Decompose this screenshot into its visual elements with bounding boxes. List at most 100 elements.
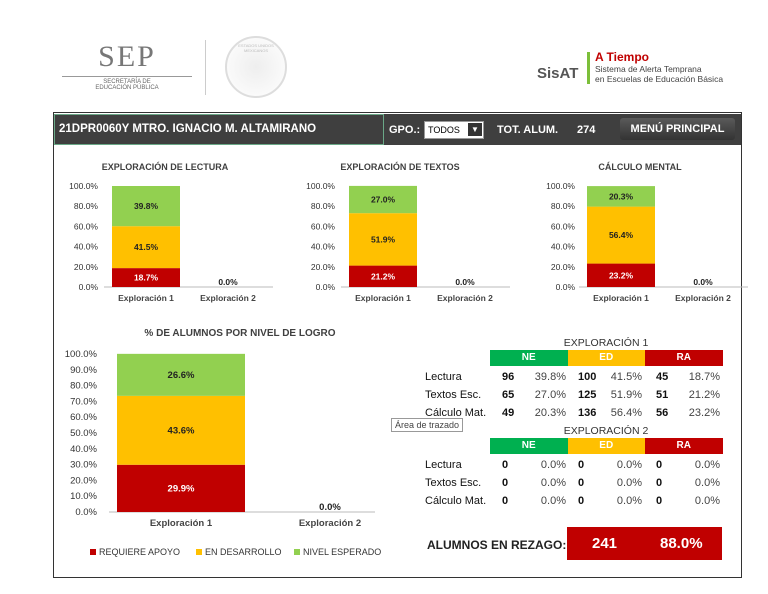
- bar-segment-ed[interactable]: [349, 213, 417, 266]
- data-label: 26.6%: [168, 370, 195, 381]
- data-label: 43.6%: [168, 425, 195, 436]
- y-tick-label: 80.0%: [311, 201, 336, 211]
- bar-segment-ne[interactable]: [587, 186, 655, 207]
- cell-ed: 100: [578, 371, 597, 383]
- row-label: Cálculo Mat.: [425, 407, 487, 419]
- x-tick-label: Exploración 2: [200, 293, 256, 303]
- bar-segment-ne[interactable]: [117, 353, 245, 396]
- y-tick-label: 70.0%: [70, 396, 97, 407]
- data-label: 0.0%: [693, 277, 713, 287]
- group-select[interactable]: TODOS ▼: [424, 121, 484, 139]
- cell-ra: 51: [656, 389, 669, 401]
- rezago-pct: 88.0%: [660, 535, 703, 552]
- row-label: Textos Esc.: [425, 389, 482, 401]
- header-ne: NE: [490, 438, 568, 454]
- data-label: 21.2%: [371, 271, 396, 281]
- header-ed: ED: [567, 350, 645, 366]
- cell-ed-pct: 56.4%: [610, 407, 642, 419]
- bar-segment-ed[interactable]: [117, 395, 245, 465]
- main-menu-button[interactable]: MENÚ PRINCIPAL: [620, 118, 735, 140]
- x-tick-label: Exploración 1: [593, 293, 649, 303]
- header-ed: ED: [567, 438, 645, 454]
- legend-ed: EN DESARROLLO: [196, 547, 282, 557]
- table-title: EXPLORACIÓN 1: [563, 337, 649, 349]
- legend-ra: REQUIERE APOYO: [90, 547, 180, 557]
- cell-ed-pct: 41.5%: [610, 371, 642, 383]
- chart-title-calculo: CÁLCULO MENTAL: [598, 162, 682, 172]
- y-tick-label: 0.0%: [75, 507, 97, 518]
- y-tick-label: 60.0%: [311, 221, 336, 231]
- y-tick-label: 20.0%: [74, 262, 99, 272]
- x-tick-label: Exploración 2: [437, 293, 493, 303]
- y-tick-label: 40.0%: [551, 242, 576, 252]
- chevron-down-icon[interactable]: ▼: [468, 123, 482, 136]
- y-tick-label: 40.0%: [70, 444, 97, 455]
- bar-segment-ra[interactable]: [117, 464, 245, 512]
- data-label: 29.9%: [168, 483, 195, 494]
- x-tick-label: Exploración 1: [118, 293, 174, 303]
- cell-ed: 0: [578, 477, 585, 489]
- cell-ed-pct: 51.9%: [610, 389, 642, 401]
- cell-ne: 96: [502, 371, 515, 383]
- rezago-count: 241: [592, 535, 618, 552]
- y-tick-label: 40.0%: [311, 242, 336, 252]
- cell-ra: 0: [656, 459, 663, 471]
- data-label: 56.4%: [609, 230, 634, 240]
- x-tick-label: Exploración 2: [675, 293, 731, 303]
- y-tick-label: 60.0%: [70, 412, 97, 423]
- sisat-logo: SisAT A Tiempo Sistema de Alerta Tempran…: [537, 50, 724, 84]
- row-label: Lectura: [425, 459, 462, 471]
- bar-segment-ed[interactable]: [587, 206, 655, 264]
- cell-ne: 0: [502, 495, 509, 507]
- cell-ra: 45: [656, 371, 669, 383]
- cell-ra-pct: 0.0%: [694, 495, 720, 507]
- y-tick-label: 80.0%: [551, 201, 576, 211]
- row-label: Textos Esc.: [425, 477, 482, 489]
- bar-segment-ra[interactable]: [112, 268, 180, 287]
- data-label: 39.8%: [134, 201, 159, 211]
- row-label: Cálculo Mat.: [425, 495, 487, 507]
- chart-title-textos: EXPLORACIÓN DE TEXTOS: [340, 162, 460, 172]
- cell-ne-pct: 0.0%: [540, 477, 566, 489]
- x-tick-label: Exploración 1: [150, 518, 213, 529]
- rezago-box: 241 88.0%: [567, 527, 722, 560]
- cell-ne: 0: [502, 459, 509, 471]
- data-label: 20.3%: [609, 191, 634, 201]
- dashboard-frame: [53, 112, 742, 578]
- bar-segment-ne[interactable]: [349, 185, 417, 214]
- cell-ed: 0: [578, 459, 585, 471]
- cell-ra: 0: [656, 477, 663, 489]
- cell-ra-pct: 21.2%: [688, 389, 720, 401]
- cell-ne: 49: [502, 407, 515, 419]
- sep-logo: SEP SECRETARÍA DE EDUCACIÓN PÚBLICA: [62, 40, 192, 100]
- x-tick-label: Exploración 2: [299, 518, 361, 529]
- table-title: EXPLORACIÓN 2: [563, 425, 649, 437]
- data-label: 0.0%: [455, 277, 475, 287]
- bar-segment-ed[interactable]: [112, 226, 180, 269]
- sep-logo-text: SEP: [98, 40, 156, 73]
- y-tick-label: 60.0%: [551, 221, 576, 231]
- bar-segment-ra[interactable]: [349, 265, 417, 287]
- bar-segment-ra[interactable]: [587, 263, 655, 287]
- row-label: Lectura: [425, 371, 462, 383]
- cell-ed-pct: 0.0%: [616, 495, 642, 507]
- total-value: 274: [577, 124, 596, 136]
- bar-segment-ne[interactable]: [112, 186, 180, 227]
- cell-ra-pct: 0.0%: [694, 477, 720, 489]
- cell-ne: 0: [502, 477, 509, 489]
- cell-ra: 0: [656, 495, 663, 507]
- y-tick-label: 40.0%: [74, 242, 99, 252]
- y-tick-label: 100.0%: [546, 181, 575, 191]
- y-tick-label: 20.0%: [551, 262, 576, 272]
- cell-ed: 136: [578, 407, 597, 419]
- data-label: 0.0%: [319, 502, 341, 513]
- sep-subtitle: SECRETARÍA DE EDUCACIÓN PÚBLICA: [95, 79, 159, 91]
- y-tick-label: 100.0%: [306, 181, 335, 191]
- cell-ed-pct: 0.0%: [616, 477, 642, 489]
- header-ne: NE: [490, 350, 568, 366]
- school-name[interactable]: 21DPR0060Y MTRO. IGNACIO M. ALTAMIRANO: [54, 114, 384, 145]
- y-tick-label: 80.0%: [70, 381, 97, 392]
- data-label: 0.0%: [218, 277, 238, 287]
- data-label: 27.0%: [371, 195, 396, 205]
